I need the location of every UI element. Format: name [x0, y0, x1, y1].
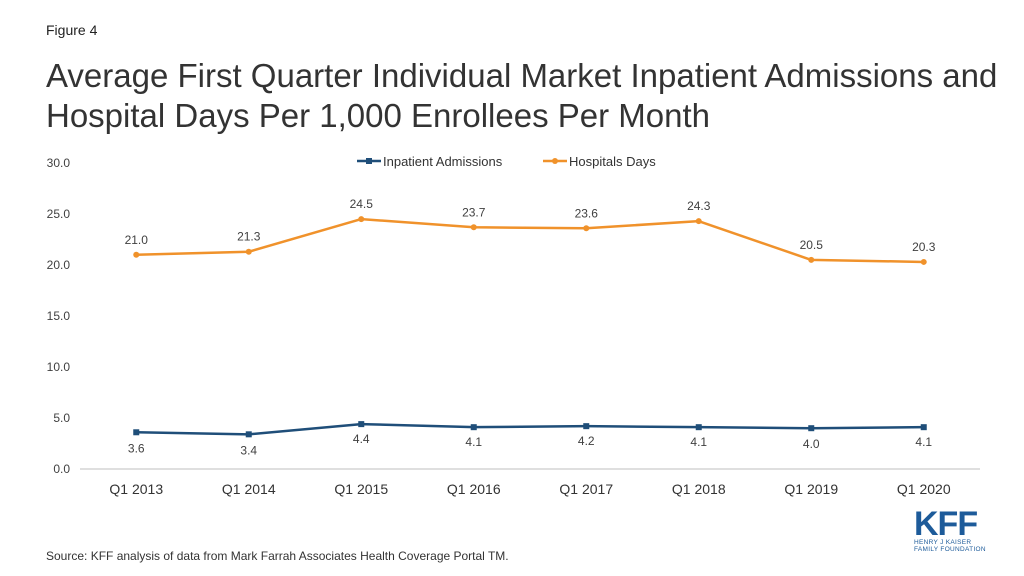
data-point	[920, 424, 927, 431]
legend-marker	[552, 158, 558, 164]
x-tick-label: Q1 2013	[109, 481, 163, 497]
data-point	[920, 258, 927, 265]
data-label: 4.0	[803, 437, 820, 451]
data-point	[245, 431, 252, 438]
data-label: 4.1	[690, 435, 707, 449]
y-tick-label: 30.0	[47, 156, 71, 170]
y-tick-label: 10.0	[47, 360, 71, 374]
kff-logo-mark: KFF	[914, 505, 978, 543]
source-note: Source: KFF analysis of data from Mark F…	[46, 549, 509, 563]
data-point	[583, 225, 590, 232]
y-tick-label: 25.0	[47, 207, 71, 221]
data-point	[245, 248, 252, 255]
kff-logo-line1: HENRY J KAISER	[914, 539, 972, 546]
data-label: 21.0	[125, 233, 149, 247]
legend-label: Hospitals Days	[569, 154, 656, 169]
data-label: 20.5	[800, 238, 824, 252]
x-tick-label: Q1 2014	[222, 481, 276, 497]
data-label: 24.3	[687, 199, 711, 213]
data-label: 3.4	[240, 443, 257, 457]
legend-label: Inpatient Admissions	[383, 154, 503, 169]
data-point	[358, 421, 365, 428]
data-label: 20.3	[912, 240, 936, 254]
data-point	[808, 256, 815, 263]
data-point	[808, 425, 815, 432]
data-label: 4.4	[353, 432, 370, 446]
x-tick-label: Q1 2017	[559, 481, 613, 497]
data-label: 3.6	[128, 441, 145, 455]
data-point	[358, 216, 365, 223]
series-line	[136, 422, 924, 436]
x-tick-label: Q1 2019	[784, 481, 838, 497]
data-label: 23.7	[462, 205, 486, 219]
data-point	[470, 424, 477, 431]
data-label: 21.3	[237, 230, 261, 244]
data-point	[133, 429, 140, 436]
data-label: 4.2	[578, 434, 595, 448]
legend-marker	[366, 158, 372, 164]
x-tick-label: Q1 2018	[672, 481, 726, 497]
data-label: 4.1	[915, 435, 932, 449]
y-tick-label: 15.0	[47, 309, 71, 323]
figure-label: Figure 4	[46, 22, 98, 38]
data-label: 4.1	[465, 435, 482, 449]
series-line	[136, 217, 924, 264]
kff-logo: KFF HENRY J KAISER FAMILY FOUNDATION	[914, 505, 994, 553]
y-tick-label: 5.0	[53, 411, 70, 425]
data-point	[583, 423, 590, 430]
y-tick-label: 20.0	[47, 258, 71, 272]
x-tick-label: Q1 2015	[334, 481, 388, 497]
data-label: 24.5	[350, 197, 374, 211]
data-point	[470, 224, 477, 231]
data-point	[695, 424, 702, 431]
data-label: 23.6	[575, 206, 599, 220]
data-point	[133, 251, 140, 258]
y-tick-label: 0.0	[53, 462, 70, 476]
kff-logo-line2: FAMILY FOUNDATION	[914, 546, 986, 553]
x-tick-label: Q1 2020	[897, 481, 951, 497]
x-tick-label: Q1 2016	[447, 481, 501, 497]
chart-title: Average First Quarter Individual Market …	[46, 57, 998, 134]
data-point	[695, 218, 702, 225]
